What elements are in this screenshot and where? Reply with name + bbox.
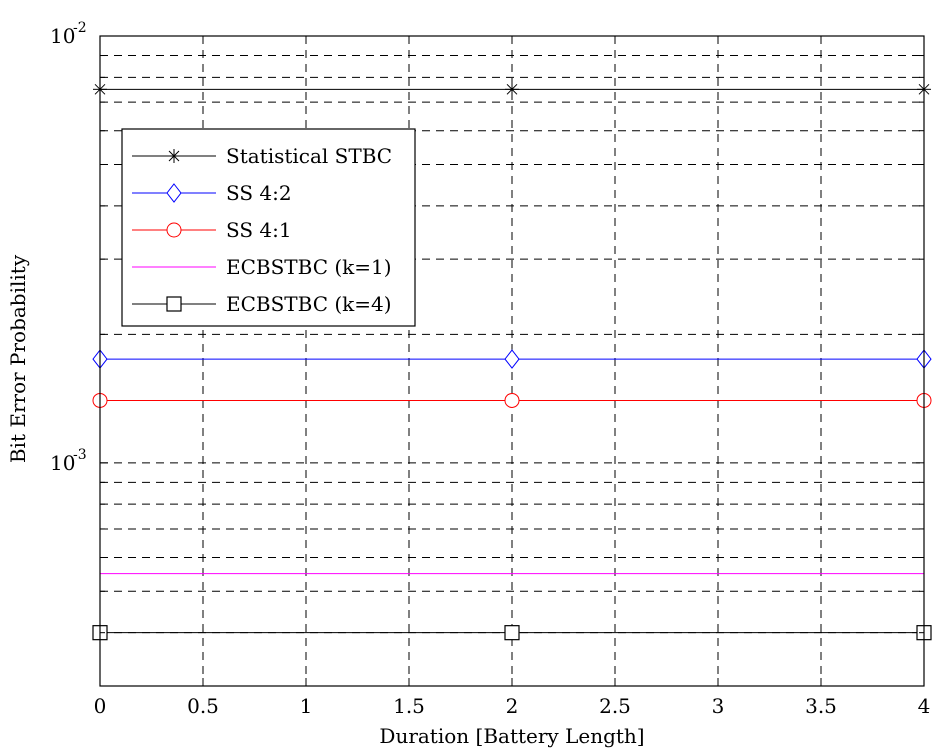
- x-tick-label: 2: [506, 694, 519, 718]
- y-tick-label: 10-3: [50, 447, 87, 475]
- legend-marker: [167, 149, 181, 163]
- legend-label: ECBSTBC (k=1): [226, 255, 392, 279]
- series-1: [92, 349, 932, 369]
- data-point: [504, 625, 520, 641]
- x-tick-label: 1.5: [393, 694, 425, 718]
- legend-marker: [166, 183, 182, 203]
- series-0: [93, 82, 931, 97]
- legend-item: SS 4:2: [132, 181, 292, 205]
- x-tick-label: 2.5: [599, 694, 631, 718]
- axes: [99, 35, 925, 687]
- x-tick-label: 3: [712, 694, 725, 718]
- legend-marker: [166, 222, 182, 238]
- y-tick-label-base: 10: [50, 24, 75, 48]
- legend-label: ECBSTBC (k=4): [226, 292, 392, 316]
- legend-item: ECBSTBC (k=4): [132, 292, 392, 316]
- legend-item: Statistical STBC: [132, 144, 392, 168]
- legend-label: SS 4:1: [226, 218, 292, 242]
- legend: Statistical STBC SS 4:2 SS 4:1 ECBSTBC (k=1…: [121, 128, 416, 327]
- y-tick-label-exponent: -3: [73, 447, 87, 463]
- legend-item: ECBSTBC (k=1): [132, 255, 392, 279]
- y-tick-label-base: 10: [50, 451, 75, 475]
- x-tick-label: 0.5: [187, 694, 219, 718]
- legend-marker: [166, 296, 182, 312]
- x-tick-labels: 0 0.5 1 1.5 2 2.5 3 3.5 4: [94, 694, 931, 718]
- legend-label: Statistical STBC: [226, 144, 392, 168]
- legend-label: SS 4:2: [226, 181, 292, 205]
- x-tick-label: 4: [918, 694, 931, 718]
- y-axis-label: Bit Error Probability: [6, 254, 30, 463]
- legend-item: SS 4:1: [132, 218, 292, 242]
- y-tick-label-exponent: -2: [73, 20, 87, 36]
- y-tick-labels: 10-310-2: [50, 20, 87, 475]
- x-tick-label: 1: [300, 694, 313, 718]
- data-point: [504, 392, 520, 408]
- x-tick-label: 0: [94, 694, 107, 718]
- plot-frame: [99, 35, 925, 687]
- series-4: [92, 625, 932, 641]
- x-tick-label: 3.5: [805, 694, 837, 718]
- data-point: [505, 82, 519, 97]
- data-point: [504, 349, 520, 369]
- x-axis-label: Duration [Battery Length]: [379, 724, 644, 748]
- series-2: [92, 392, 932, 408]
- y-tick-label: 10-2: [50, 20, 87, 48]
